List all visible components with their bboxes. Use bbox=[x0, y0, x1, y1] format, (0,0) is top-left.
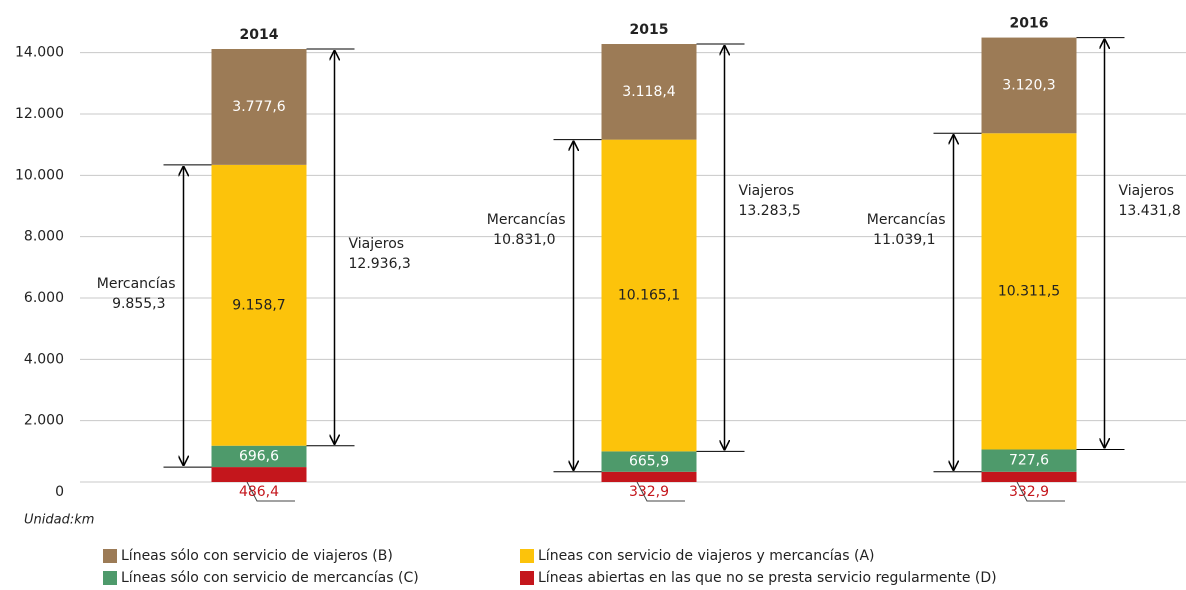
bar-segment bbox=[211, 467, 307, 482]
data-label: 332,9 bbox=[1009, 484, 1049, 500]
data-label: 727,6 bbox=[1009, 453, 1049, 469]
y-tick-label: 8.000 bbox=[24, 229, 64, 245]
y-tick-label: 4.000 bbox=[24, 351, 64, 367]
category-label: 2015 bbox=[630, 22, 669, 38]
label-leader bbox=[636, 481, 685, 502]
bar-segment bbox=[981, 37, 1077, 134]
bar-segment bbox=[211, 49, 307, 165]
y-tick-label: 0 bbox=[55, 484, 64, 500]
data-label: 3.120,3 bbox=[1002, 77, 1055, 93]
legend-swatch bbox=[520, 571, 534, 585]
annotation-name: Mercancías bbox=[97, 276, 176, 292]
y-tick-label: 6.000 bbox=[24, 290, 64, 306]
y-tick-label: 2.000 bbox=[24, 413, 64, 429]
data-label: 10.165,1 bbox=[618, 288, 680, 304]
annotation-name: Mercancías bbox=[867, 212, 946, 228]
bar-segment bbox=[211, 445, 307, 468]
bar-segment bbox=[981, 133, 1077, 450]
annotation-name: Viajeros bbox=[349, 236, 405, 252]
legend-label: Líneas sólo con servicio de viajeros (B) bbox=[121, 548, 393, 564]
annotation-name: Viajeros bbox=[739, 183, 795, 199]
legend-swatch bbox=[103, 571, 117, 585]
bar-segment bbox=[981, 471, 1077, 482]
annotation-value: 13.431,8 bbox=[1119, 203, 1181, 219]
bar-segment bbox=[211, 164, 307, 446]
y-tick-label: 14.000 bbox=[15, 45, 64, 61]
legend-swatch bbox=[520, 549, 534, 563]
annotation-value: 12.936,3 bbox=[349, 256, 411, 272]
y-tick-label: 10.000 bbox=[15, 167, 64, 183]
annotation-name: Viajeros bbox=[1119, 183, 1175, 199]
y-tick-label: 12.000 bbox=[15, 106, 64, 122]
annotation-value: 13.283,5 bbox=[739, 203, 801, 219]
annotation-value: 10.831,0 bbox=[493, 232, 555, 248]
legend-label: Líneas abiertas en las que no se presta … bbox=[538, 570, 997, 586]
data-label: 665,9 bbox=[629, 454, 669, 470]
annotation-value: 9.855,3 bbox=[112, 296, 165, 312]
legend-label: Líneas con servicio de viajeros y mercan… bbox=[538, 548, 875, 564]
data-label: 9.158,7 bbox=[232, 297, 285, 313]
label-leader bbox=[246, 481, 295, 502]
label-leader bbox=[1016, 481, 1065, 502]
bar-segment bbox=[981, 449, 1077, 472]
bar-segment bbox=[601, 451, 697, 472]
category-label: 2014 bbox=[240, 27, 279, 43]
data-label: 3.777,6 bbox=[232, 99, 286, 115]
data-label: 10.311,5 bbox=[998, 283, 1060, 299]
bar-segment bbox=[601, 44, 697, 140]
legend-swatch bbox=[103, 549, 117, 563]
category-label: 2016 bbox=[1010, 16, 1049, 32]
data-label: 3.118,4 bbox=[622, 84, 676, 100]
data-label: 696,6 bbox=[239, 448, 279, 464]
data-label: 332,9 bbox=[629, 484, 669, 500]
annotation-name: Mercancías bbox=[487, 212, 566, 228]
annotation-value: 11.039,1 bbox=[873, 232, 935, 248]
legend-label: Líneas sólo con servicio de mercancías (… bbox=[121, 570, 419, 586]
bar-segment bbox=[601, 471, 697, 482]
data-label: 486,4 bbox=[239, 484, 279, 500]
unit-note: Unidad:km bbox=[24, 513, 94, 528]
bar-segment bbox=[601, 139, 697, 452]
